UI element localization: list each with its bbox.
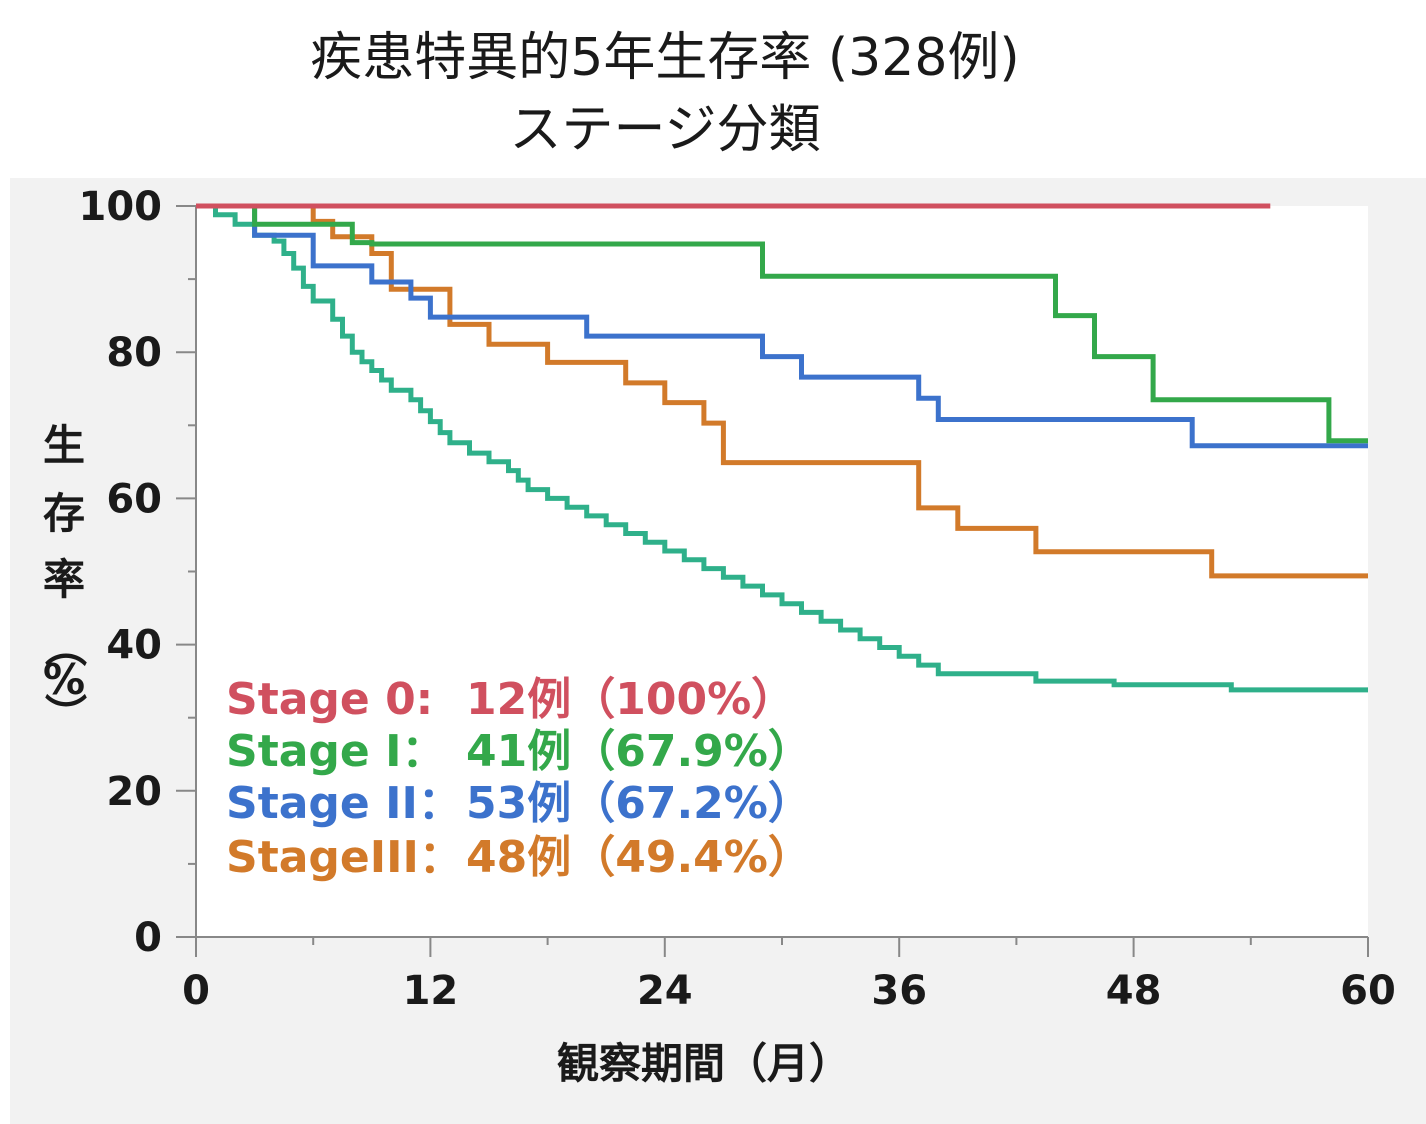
y-axis-title-char: 生 <box>43 421 85 470</box>
y-tick-label: 80 <box>106 330 162 376</box>
plot-area <box>196 206 1368 937</box>
legend-count: 48例（49.4%） <box>466 832 812 883</box>
legend-count: 12例（100%） <box>466 674 795 725</box>
legend-label: StageIII： <box>226 832 463 883</box>
series-line-stage-ii <box>196 203 1368 449</box>
x-axis-title: 観察期間（月） <box>557 1039 851 1088</box>
series-line-stage-iv <box>196 203 1368 693</box>
series-line-stage-i <box>196 203 1368 444</box>
y-axis-title-char: 率 <box>43 555 85 604</box>
y-axis-title-char: 存 <box>43 489 85 538</box>
y-tick-label: 20 <box>106 769 162 815</box>
series-line-stage-iii <box>196 203 1368 579</box>
y-axis-title-char: ） <box>40 693 89 735</box>
legend-label: Stage 0: <box>226 674 433 725</box>
x-tick-label: 60 <box>1340 968 1396 1014</box>
x-tick-label: 24 <box>637 968 693 1014</box>
x-tick-label: 12 <box>403 968 459 1014</box>
legend-label: Stage I： <box>226 726 445 777</box>
legend-count: 53例（67.2%） <box>466 778 812 829</box>
y-axis-title-char: （ <box>40 625 89 667</box>
chart-title: 疾患特異的5年生存率 (328例) <box>310 28 1020 88</box>
series-lines <box>196 203 1368 693</box>
y-tick-label: 60 <box>106 476 162 522</box>
axis-labels: 0 20 40 60 80 100 0 12 24 36 48 60 観察期間（月） 生存率 （%） <box>40 184 1396 1088</box>
chart-subtitle: ステージ分類 <box>509 100 821 160</box>
axes <box>176 205 1369 957</box>
x-tick-label: 36 <box>871 968 927 1014</box>
legend-label: Stage II： <box>226 778 462 829</box>
y-tick-label: 100 <box>79 184 163 230</box>
y-tick-label: 40 <box>106 623 162 669</box>
y-tick-label: 0 <box>134 915 162 961</box>
x-tick-label: 0 <box>182 968 210 1014</box>
legend: Stage 0: 12例（100%）Stage I： 41例（67.9%）Stage… <box>226 674 812 883</box>
x-tick-label: 48 <box>1106 968 1162 1014</box>
y-axis-title-char: % <box>43 655 85 704</box>
legend-count: 41例（67.9%） <box>466 726 812 777</box>
